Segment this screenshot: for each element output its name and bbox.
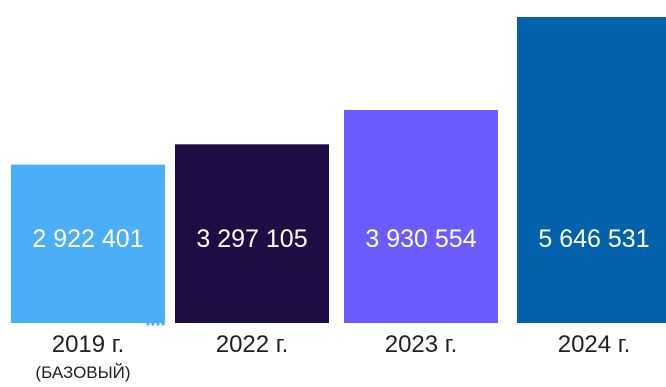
bar-1 [11, 164, 165, 323]
bar-value-label-2: 3 297 105 [196, 225, 307, 253]
bar-value-label-1: 2 922 401 [32, 225, 143, 253]
category-sublabel-1: (БАЗОВЫЙ) [35, 363, 130, 382]
bar-value-label-4: 5 646 531 [538, 225, 649, 253]
dotted-marker [146, 322, 165, 326]
bar-3 [344, 110, 498, 323]
bar-value-label-3: 3 930 554 [365, 225, 476, 253]
bars-layer [11, 17, 666, 323]
bar-2 [175, 144, 329, 323]
category-labels-layer: 2019 г. (БАЗОВЫЙ) 2022 г. 2023 г. 2024 г. [35, 331, 630, 382]
bar-4 [517, 17, 666, 323]
category-label-1: 2019 г. [52, 331, 125, 358]
category-label-3: 2023 г. [385, 331, 458, 358]
category-label-2: 2022 г. [216, 331, 289, 358]
category-label-4: 2024 г. [558, 331, 631, 358]
value-labels-layer: 2 922 401 3 297 105 3 930 554 5 646 531 [32, 225, 649, 253]
